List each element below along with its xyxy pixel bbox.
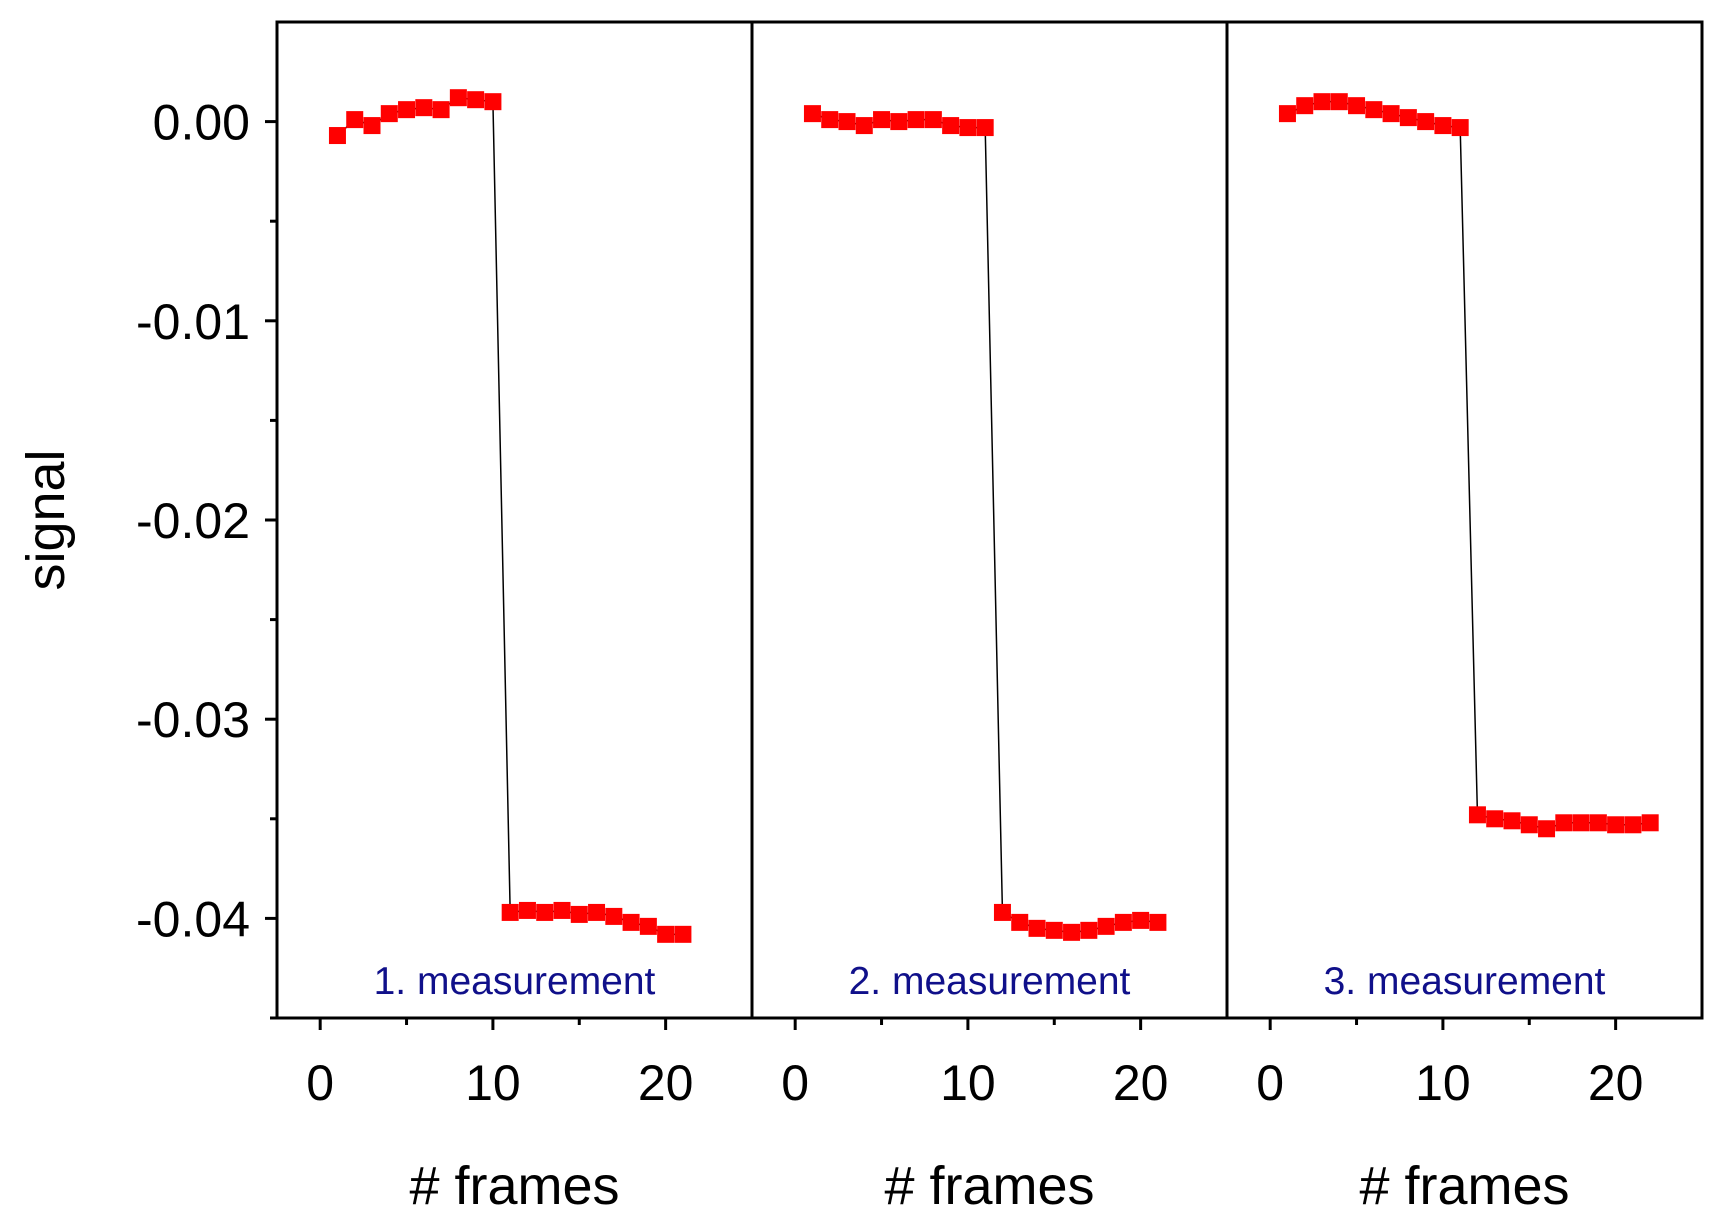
- data-point: [993, 903, 1011, 921]
- x-axis-title: # frames: [884, 1156, 1094, 1216]
- y-tick-label: -0.03: [136, 692, 250, 748]
- data-point: [873, 111, 891, 129]
- y-tick-label: -0.04: [136, 891, 250, 947]
- x-tick-label: 20: [1588, 1055, 1644, 1111]
- data-point: [449, 89, 467, 107]
- data-point: [501, 903, 519, 921]
- data-point: [1114, 913, 1132, 931]
- x-tick-label: 10: [465, 1055, 521, 1111]
- data-point: [803, 105, 821, 123]
- data-point: [1520, 816, 1538, 834]
- x-tick-label: 0: [1256, 1055, 1284, 1111]
- x-tick-label: 20: [1113, 1055, 1169, 1111]
- data-point: [1555, 814, 1573, 832]
- data-point: [1149, 913, 1167, 931]
- data-point: [1538, 820, 1556, 838]
- data-point: [855, 117, 873, 135]
- data-point: [890, 113, 908, 131]
- x-tick-label: 10: [940, 1055, 996, 1111]
- x-tick-label: 0: [306, 1055, 334, 1111]
- data-point: [1399, 109, 1417, 127]
- data-point: [1417, 113, 1435, 131]
- data-point: [1045, 921, 1063, 939]
- data-point: [1503, 812, 1521, 830]
- data-point: [942, 117, 960, 135]
- data-point: [1589, 814, 1607, 832]
- data-point: [1468, 806, 1486, 824]
- y-tick-label: -0.02: [136, 493, 250, 549]
- data-point: [1011, 913, 1029, 931]
- data-point: [346, 111, 364, 129]
- data-point: [1278, 105, 1296, 123]
- data-point: [976, 119, 994, 137]
- data-point: [380, 105, 398, 123]
- y-tick-label: 0.00: [153, 95, 250, 151]
- data-point: [657, 925, 675, 943]
- data-point: [959, 119, 977, 137]
- data-point: [821, 111, 839, 129]
- data-point: [1080, 921, 1098, 939]
- panel-frame: [275, 20, 754, 1020]
- x-axis-title: # frames: [1359, 1156, 1569, 1216]
- data-point: [1028, 919, 1046, 937]
- data-point: [1434, 117, 1452, 135]
- panel-label: 1. measurement: [374, 960, 656, 1003]
- data-point: [588, 903, 606, 921]
- data-point: [432, 101, 450, 119]
- data-point: [622, 913, 640, 931]
- data-point: [415, 99, 433, 117]
- data-point: [1572, 814, 1590, 832]
- data-point: [1382, 105, 1400, 123]
- data-point: [1624, 816, 1642, 834]
- data-point: [674, 925, 692, 943]
- x-tick-label: 0: [781, 1055, 809, 1111]
- data-point: [363, 117, 381, 135]
- x-axis-title: # frames: [409, 1156, 619, 1216]
- data-point: [907, 111, 925, 129]
- panel-frame: [1225, 20, 1704, 1020]
- data-point: [639, 917, 657, 935]
- data-point: [553, 901, 571, 919]
- x-tick-label: 20: [638, 1055, 694, 1111]
- data-point: [1607, 816, 1625, 834]
- data-point: [1348, 97, 1366, 115]
- data-point: [484, 93, 502, 111]
- plot-area: 0.00 -0.01 -0.02 -0.03 -0.04 0 10 20 # frames 1. …: [136, 20, 1704, 1216]
- data-point: [1296, 97, 1314, 115]
- data-point: [536, 903, 554, 921]
- panel-label: 2. measurement: [849, 960, 1131, 1003]
- data-point: [570, 905, 588, 923]
- data-point: [1132, 911, 1150, 929]
- data-point: [1365, 101, 1383, 119]
- x-tick-label: 10: [1415, 1055, 1471, 1111]
- data-point: [1641, 814, 1659, 832]
- data-point: [924, 111, 942, 129]
- data-point: [1330, 93, 1348, 111]
- y-axis-title: signal: [16, 449, 76, 590]
- series-line: [812, 112, 1158, 934]
- series-line: [336, 96, 683, 936]
- data-point: [1451, 119, 1469, 137]
- series-line: [1287, 100, 1651, 830]
- data-point: [1313, 93, 1331, 111]
- data-point: [398, 101, 416, 119]
- data-point: [467, 91, 485, 109]
- data-point: [328, 127, 346, 145]
- panel-frame: [750, 20, 1229, 1020]
- data-point: [605, 907, 623, 925]
- data-point: [838, 113, 856, 131]
- data-point: [1486, 810, 1504, 828]
- y-tick-label: -0.01: [136, 294, 250, 350]
- data-point: [518, 901, 536, 919]
- data-point: [1063, 923, 1081, 941]
- panel-label: 3. measurement: [1324, 960, 1606, 1003]
- data-point: [1097, 917, 1115, 935]
